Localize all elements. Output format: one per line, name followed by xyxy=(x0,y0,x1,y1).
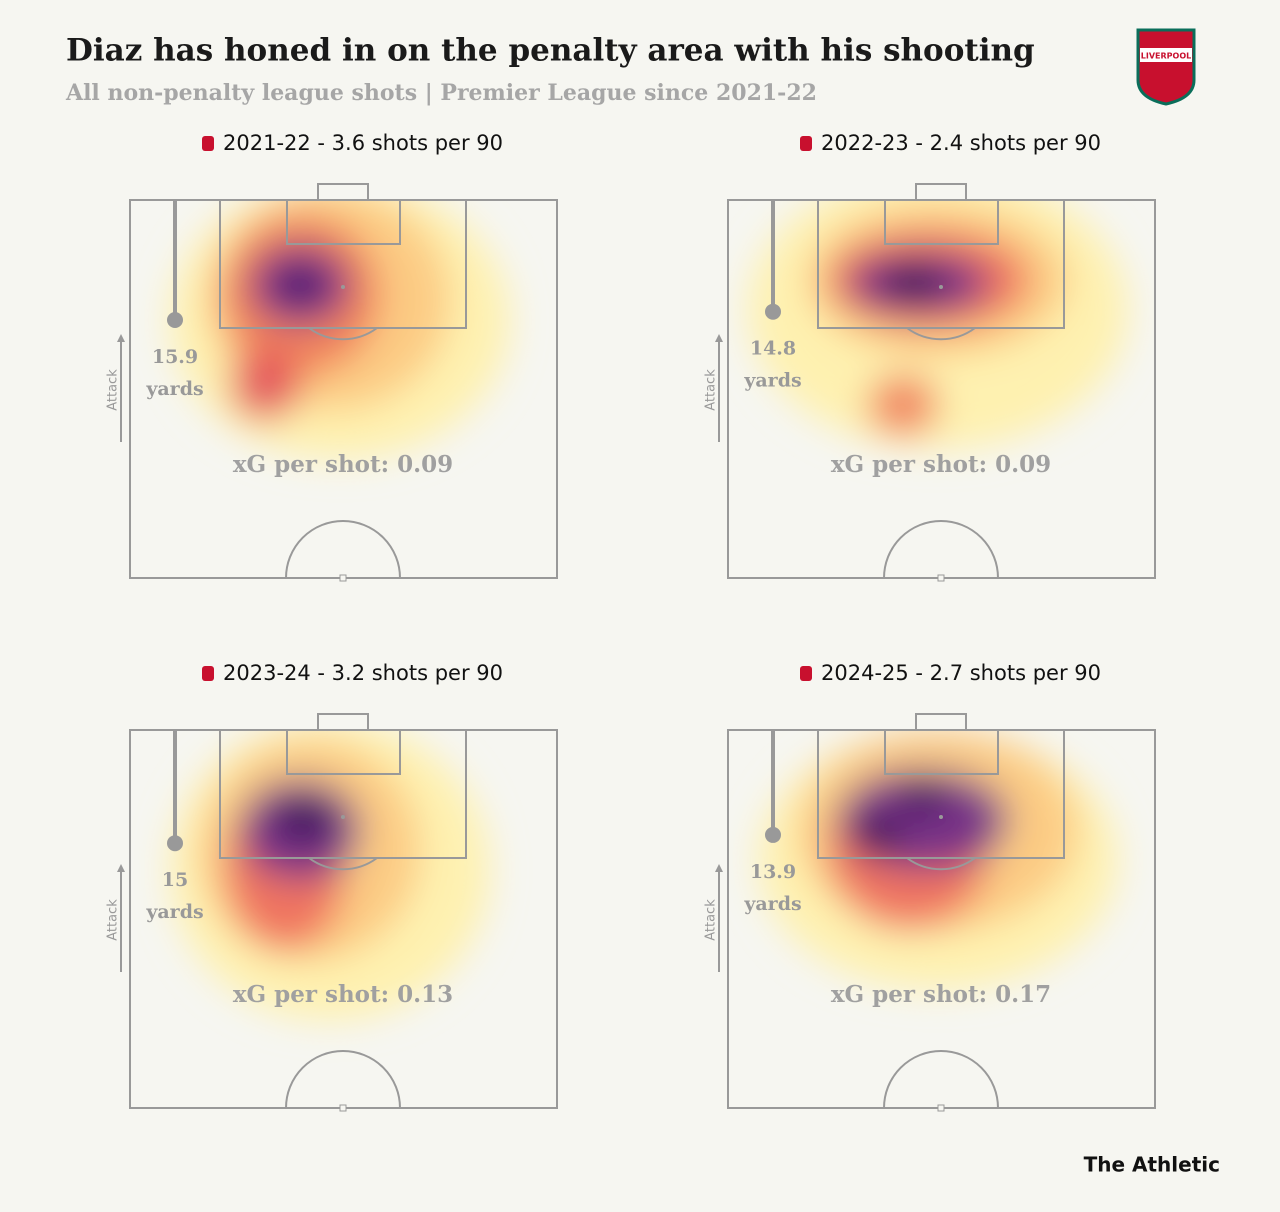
penalty-arc xyxy=(308,327,378,341)
heat-blob xyxy=(883,265,943,301)
panel-title: 2024-25 - 2.7 shots per 90 xyxy=(821,661,1101,685)
distance-dot xyxy=(765,303,781,320)
centre-spot xyxy=(937,574,945,582)
centre-circle xyxy=(285,1050,401,1109)
centre-spot xyxy=(937,1104,945,1112)
attack-arrowhead xyxy=(117,864,125,872)
subtitle: All non-penalty league shots | Premier L… xyxy=(65,80,817,106)
penalty-spot xyxy=(341,815,345,819)
centre-circle xyxy=(285,520,401,579)
goal xyxy=(317,183,369,201)
title-icon xyxy=(800,136,812,151)
attack-label: Attack xyxy=(106,369,121,411)
attack-label: Attack xyxy=(704,899,719,941)
attack-arrowhead xyxy=(715,334,723,342)
distance-unit: yards xyxy=(743,893,801,915)
title-icon xyxy=(202,136,214,151)
panel-title: 2023-24 - 3.2 shots per 90 xyxy=(223,661,503,685)
heat-blob xyxy=(868,375,938,435)
panel: 2024-25 - 2.7 shots per 90 13.9 yards Attac… xyxy=(704,661,1156,1112)
attack-label: Attack xyxy=(704,369,719,411)
panel-title: 2021-22 - 3.6 shots per 90 xyxy=(223,131,503,155)
penalty-spot xyxy=(939,285,943,289)
centre-spot xyxy=(339,574,347,582)
penalty-arc xyxy=(308,857,378,871)
xg-label: xG per shot: 0.09 xyxy=(233,451,453,478)
penalty-spot xyxy=(341,285,345,289)
xg-label: xG per shot: 0.17 xyxy=(831,981,1051,1008)
logo-text: LIVERPOOL xyxy=(1141,52,1191,61)
xg-label: xG per shot: 0.09 xyxy=(831,451,1051,478)
centre-circle xyxy=(883,520,999,579)
source: The Athletic xyxy=(1084,1153,1220,1177)
heatmap xyxy=(748,200,1128,450)
distance-value: 13.9 xyxy=(750,861,796,883)
heatmap xyxy=(758,730,1118,990)
goal xyxy=(317,713,369,731)
xg-label: xG per shot: 0.13 xyxy=(233,981,453,1008)
distance-unit: yards xyxy=(145,378,203,400)
title-icon xyxy=(800,666,812,681)
distance-value: 14.8 xyxy=(750,338,796,360)
penalty-spot xyxy=(939,815,943,819)
heat-blob xyxy=(275,800,335,840)
heatmap xyxy=(170,730,490,1020)
penalty-arc xyxy=(906,857,976,871)
heat-blob xyxy=(856,819,900,851)
heat-blob xyxy=(230,350,300,420)
distance-value: 15 xyxy=(162,869,188,891)
heat-blob xyxy=(901,782,945,814)
distance-dot xyxy=(765,826,781,843)
panel: 2021-22 - 3.6 shots per 90 15.9 yards Attac… xyxy=(106,131,558,582)
penalty-arc xyxy=(906,327,976,341)
goal xyxy=(915,183,967,201)
panel: 2022-23 - 2.4 shots per 90 14.8 yards Attac… xyxy=(704,131,1156,582)
panel: 2023-24 - 3.2 shots per 90 15 yards Attack x… xyxy=(106,661,558,1112)
heat-blob xyxy=(275,265,325,305)
attack-label: Attack xyxy=(106,899,121,941)
title-icon xyxy=(202,666,214,681)
centre-circle xyxy=(883,1050,999,1109)
goal xyxy=(915,713,967,731)
attack-arrowhead xyxy=(715,864,723,872)
heatmap xyxy=(170,200,510,460)
distance-value: 15.9 xyxy=(152,346,198,368)
centre-spot xyxy=(339,1104,347,1112)
attack-arrowhead xyxy=(117,334,125,342)
title: Diaz has honed in on the penalty area wi… xyxy=(66,33,1035,69)
distance-dot xyxy=(167,835,183,852)
distance-unit: yards xyxy=(743,370,801,392)
panel-title: 2022-23 - 2.4 shots per 90 xyxy=(821,131,1101,155)
club-logo: LIVERPOOL xyxy=(1136,28,1196,106)
distance-dot xyxy=(167,312,183,328)
distance-unit: yards xyxy=(145,901,203,923)
